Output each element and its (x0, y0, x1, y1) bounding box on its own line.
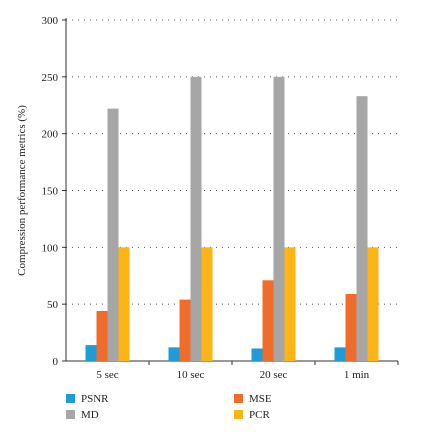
legend-label-mse: MSE (249, 393, 272, 405)
bar-pcr-10-sec (201, 247, 213, 361)
bar-md-1-min (356, 96, 368, 361)
tick-labels: 0 50 100 150 200 250 300 5 sec 10 sec 20 sec 1 min (42, 15, 370, 381)
x-tick-label: 20 sec (260, 369, 288, 381)
x-tick-label: 10 sec (177, 369, 205, 381)
bar-psnr-1-min (334, 347, 346, 361)
bar-mse-1-min (345, 293, 357, 361)
bar-mse-5-sec (96, 310, 108, 361)
y-tick-label: 250 (42, 72, 59, 84)
legend: PSNR MSE MD PCR (66, 393, 272, 421)
gridlines (66, 19, 398, 305)
bar-psnr-5-sec (85, 345, 97, 361)
legend-swatch-pcr (234, 410, 243, 419)
legend-swatch-md (66, 410, 75, 419)
y-tick-label: 50 (47, 299, 59, 311)
legend-label-pcr: PCR (249, 409, 270, 421)
legend-swatch-psnr (66, 394, 75, 403)
bar-pcr-20-sec (284, 247, 296, 361)
bar-md-5-sec (107, 108, 119, 361)
legend-label-md: MD (81, 409, 99, 421)
y-tick-label: 0 (53, 356, 59, 368)
bar-md-10-sec (190, 76, 202, 361)
x-tick-label: 1 min (344, 369, 370, 381)
x-tick-label: 5 sec (96, 369, 118, 381)
bar-psnr-20-sec (251, 348, 263, 361)
y-tick-label: 150 (42, 186, 59, 198)
y-tick-label: 300 (42, 15, 59, 27)
bar-mse-10-sec (179, 299, 191, 361)
bar-pcr-1-min (367, 247, 379, 361)
bar-md-20-sec (273, 76, 285, 361)
legend-swatch-mse (234, 394, 243, 403)
y-axis-title: Compression performance metrics (%) (16, 105, 28, 276)
bar-mse-20-sec (262, 280, 274, 361)
legend-label-psnr: PSNR (81, 393, 109, 405)
y-tick-label: 100 (42, 242, 59, 254)
y-tick-label: 200 (42, 129, 59, 141)
bar-pcr-5-sec (118, 247, 130, 361)
bars (85, 76, 379, 361)
bar-psnr-10-sec (168, 347, 180, 361)
